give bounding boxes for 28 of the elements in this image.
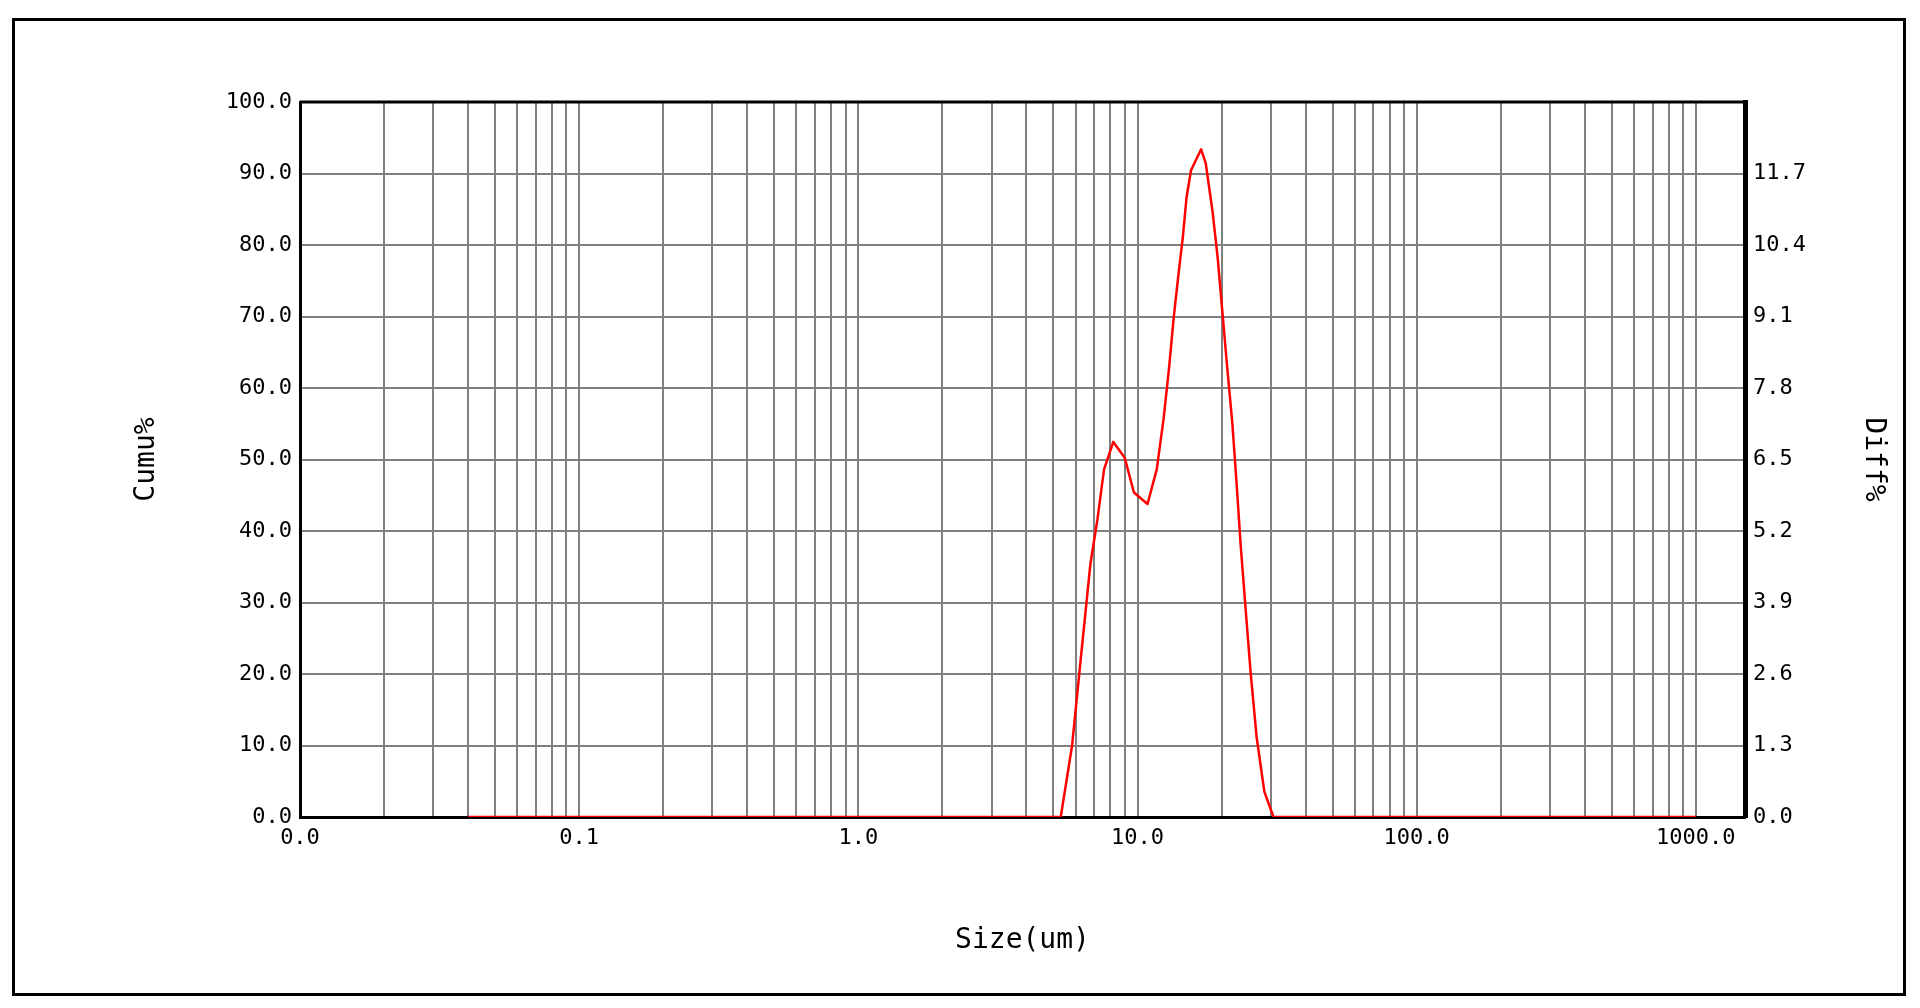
y-tick-label: 60.0 xyxy=(239,373,292,399)
y-tick-label: 50.0 xyxy=(239,445,292,471)
y-tick-label: 80.0 xyxy=(239,230,292,256)
y-tick-label: 30.0 xyxy=(239,588,292,614)
y2-tick-label: 6.5 xyxy=(1753,445,1793,471)
y-tick-label: 100.0 xyxy=(225,87,292,113)
y-axis-title: Cumu% xyxy=(128,417,162,502)
y2-tick-label: 5.2 xyxy=(1753,516,1793,542)
y-tick-label: 40.0 xyxy=(239,516,292,542)
x-tick-label: 1.0 xyxy=(838,823,879,849)
y2-tick-label: 0.0 xyxy=(1753,802,1793,828)
y-tick-label: 20.0 xyxy=(239,659,292,685)
x-tick-label: 0.1 xyxy=(559,823,600,849)
y2-tick-label: 1.3 xyxy=(1753,731,1793,757)
y2-tick-label: 7.8 xyxy=(1753,373,1793,399)
y2-tick-label: 2.6 xyxy=(1753,659,1793,685)
x-tick-label: 1000.0 xyxy=(1656,823,1736,849)
y2-tick-label: 10.4 xyxy=(1753,230,1806,256)
y-tick-label: 10.0 xyxy=(239,731,292,757)
y2-axis-title: Diff% xyxy=(1858,417,1892,502)
x-tick-label: 10.0 xyxy=(1111,823,1164,849)
y2-tick-label: 9.1 xyxy=(1753,302,1793,328)
y2-tick-label: 3.9 xyxy=(1753,588,1793,614)
x-axis-title: Size(um) xyxy=(955,922,1090,956)
y-tick-label: 70.0 xyxy=(239,302,292,328)
y-tick-label: 90.0 xyxy=(239,159,292,185)
y2-tick-label: 11.7 xyxy=(1753,159,1806,185)
x-tick-label: 100.0 xyxy=(1383,823,1450,849)
